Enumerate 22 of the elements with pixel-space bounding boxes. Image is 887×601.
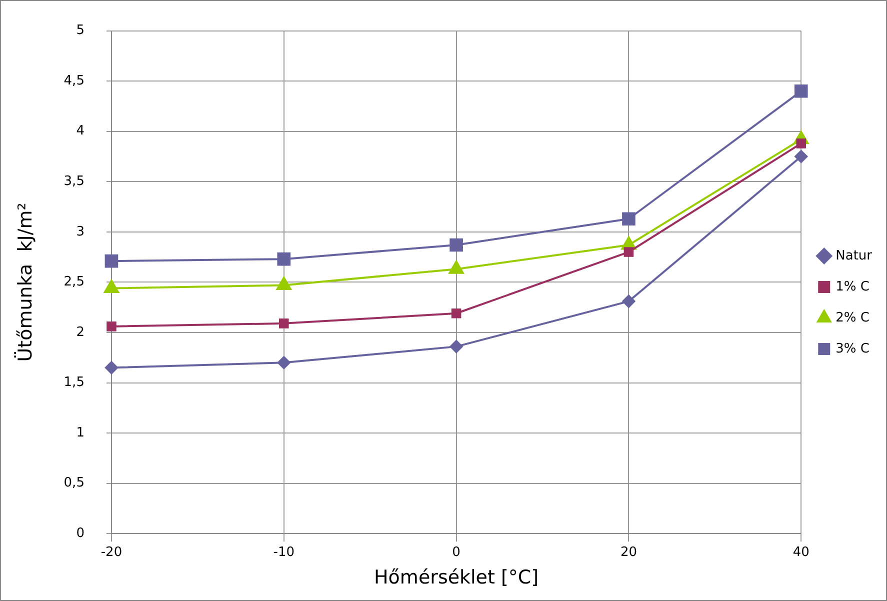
y-tick-label: 3 (76, 224, 84, 240)
x-tick-label: 20 (620, 544, 637, 560)
y-tick-label: 0 (76, 526, 84, 541)
y-tick-label: 2 (76, 324, 84, 340)
x-axis-title: Hőmérséklet [°C] (374, 566, 539, 589)
y-tick-label: 2,5 (64, 274, 84, 290)
legend-label: 1% C (836, 279, 870, 294)
y-tick-label: 1 (76, 425, 84, 440)
x-tick-label: -20 (100, 544, 122, 560)
y-tick-label: 1,5 (64, 375, 84, 390)
legend-label: 3% C (836, 341, 870, 356)
legend-label: Natur (836, 248, 873, 264)
x-tick-label: -10 (273, 544, 295, 560)
legend-label: 2% C (836, 310, 870, 326)
y-tick-label: 4 (76, 124, 84, 139)
y-tick-label: 5 (76, 23, 84, 38)
y-tick-label: 4,5 (64, 73, 84, 88)
x-tick-label: 40 (792, 544, 810, 560)
x-tick-label: 0 (452, 544, 460, 560)
y-tick-label: 3,5 (64, 174, 84, 190)
y-tick-label: 0,5 (64, 476, 84, 491)
y-axis-title: Ütőmunka kJ/m² (13, 202, 36, 362)
